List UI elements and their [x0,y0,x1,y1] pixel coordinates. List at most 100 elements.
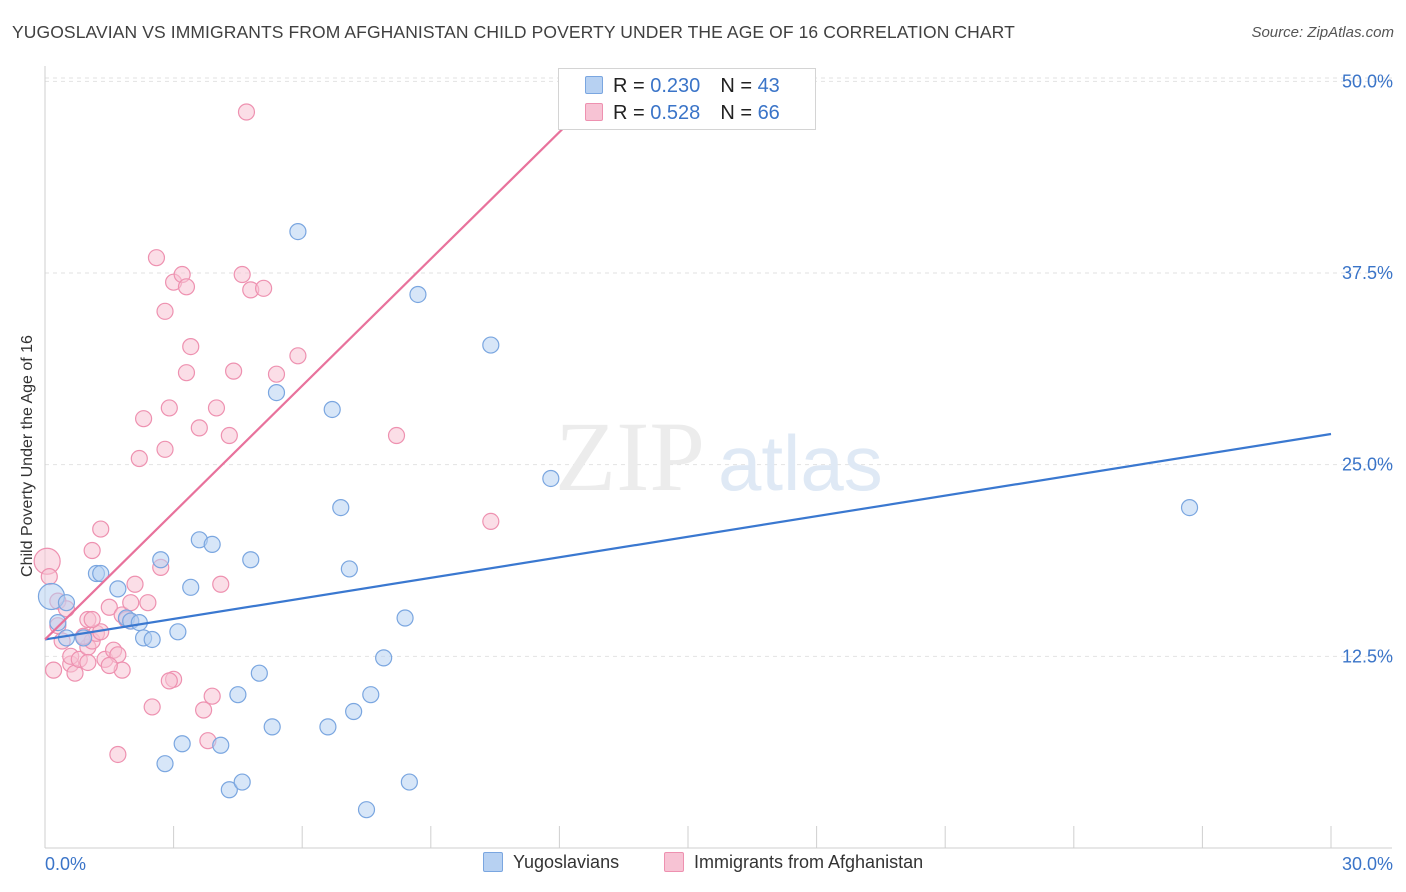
afghanistan-point [225,362,243,380]
afghanistan-point [147,249,166,267]
legend-r-label: R = [613,75,651,97]
yugoslavian-point [375,649,393,667]
yugoslavian-point [229,686,247,704]
yugoslavian-point [203,535,221,554]
afghanistan-point [100,598,118,616]
afghanistan-point [130,449,148,468]
y-tick-label: 50.0% [1342,71,1393,91]
yugoslavian-point [57,594,76,612]
afghanistan-point [289,347,307,365]
afghanistan-point [255,279,273,297]
trend-line-yugoslavians [44,432,1332,641]
afghanistan-point [40,567,58,586]
series-yugoslavians-points [37,223,1199,819]
afghanistan-point [160,399,178,417]
bottom-legend-label: Immigrants from Afghanistan [694,852,924,872]
y-tick-label: 12.5% [1342,646,1393,666]
yugoslavian-point [49,613,67,632]
x-tick-label: 30.0% [1342,854,1393,874]
afghanistan-point [220,426,238,445]
bottom-legend-swatch-blue [483,852,503,872]
afghanistan-point [100,656,118,675]
afghanistan-point [126,575,144,593]
afghanistan-point [267,365,286,383]
legend-r-value: 0.528 [650,102,701,124]
afghanistan-point [122,594,140,612]
yugoslavian-point [92,564,110,583]
yugoslavian-point [332,499,350,517]
afghanistan-point [79,653,97,672]
yugoslavian-point [242,551,260,569]
yugoslavian-point [250,664,268,682]
afghanistan-point [195,701,213,719]
yugoslavian-point [289,223,307,241]
yugoslavian-point [169,623,187,641]
legend-n-value: 66 [757,102,780,124]
afghanistan-point [156,440,174,458]
afghanistan-point [237,103,256,121]
yugoslavian-point [109,580,127,598]
afghanistan-point [177,278,196,296]
legend-row-yugoslavians: R = 0.230 N = 43 [585,75,780,98]
legend-swatch-pink [585,103,603,121]
yugoslavian-point [156,755,174,773]
chart-title: YUGOSLAVIAN VS IMMIGRANTS FROM AFGHANIST… [12,22,1015,42]
bottom-legend-afghanistan: Immigrants from Afghanistan [664,852,923,873]
afghanistan-point [109,745,127,764]
legend-n-value: 43 [757,75,780,97]
yugoslavian-point [152,551,170,569]
yugoslavian-point [542,469,560,488]
yugoslavian-point [400,773,418,791]
yugoslavian-point [345,702,363,721]
y-tick-label: 25.0% [1342,455,1393,475]
afghanistan-point [190,419,208,437]
yugoslavian-point [233,773,251,791]
bottom-legend-label: Yugoslavians [513,852,620,872]
afghanistan-point [182,338,200,356]
afghanistan-point [134,410,153,428]
trend-lines [44,80,1332,641]
afghanistan-point [207,399,226,417]
yugoslavian-point [263,718,281,736]
y-axis-title: Child Poverty Under the Age of 16 [19,335,36,577]
trend-line-afghanistan [44,80,612,641]
afghanistan-point [44,661,63,679]
afghanistan-point [233,265,251,284]
yugoslavian-point [182,578,200,596]
axes-layer [44,66,1392,849]
yugoslavian-point [143,630,161,649]
yugoslavian-point [267,384,286,402]
legend-r-label: R = [613,102,651,124]
afghanistan-point [92,520,110,538]
afghanistan-point [143,698,161,716]
yugoslavian-point [409,285,427,304]
yugoslavian-point [323,400,341,419]
yugoslavian-point [220,781,238,799]
legend-r-value: 0.230 [650,75,701,97]
yugoslavian-point [340,560,358,578]
afghanistan-point [139,594,157,612]
x-tick-label: 0.0% [45,854,86,874]
yugoslavian-point [173,735,191,753]
correlation-legend: R = 0.230 N = 43 R = 0.528 N = 66 [558,68,816,130]
bottom-legend-swatch-pink [664,852,684,872]
legend-n-label: N = [720,75,758,97]
afghanistan-point [177,364,196,382]
afghanistan-point [160,672,178,690]
afghanistan-point [387,426,406,445]
grid-layer [45,77,1392,657]
watermark-atlas: atlas [718,419,883,507]
source-label: Source: ZipAtlas.com [1251,24,1394,41]
y-tick-label: 37.5% [1342,263,1393,283]
yugoslavian-point [357,801,376,819]
series-afghanistan-points [33,103,500,764]
afghanistan-point [203,687,221,705]
yugoslavian-point [1180,499,1199,517]
watermark-zip: ZIP [555,401,705,512]
legend-swatch-blue [585,76,603,94]
tick-labels: 12.5% 25.0% 37.5% 50.0% 0.0% 30.0% [45,71,1393,874]
afghanistan-point [83,541,101,560]
afghanistan-point [212,575,230,593]
yugoslavian-point [212,736,230,754]
